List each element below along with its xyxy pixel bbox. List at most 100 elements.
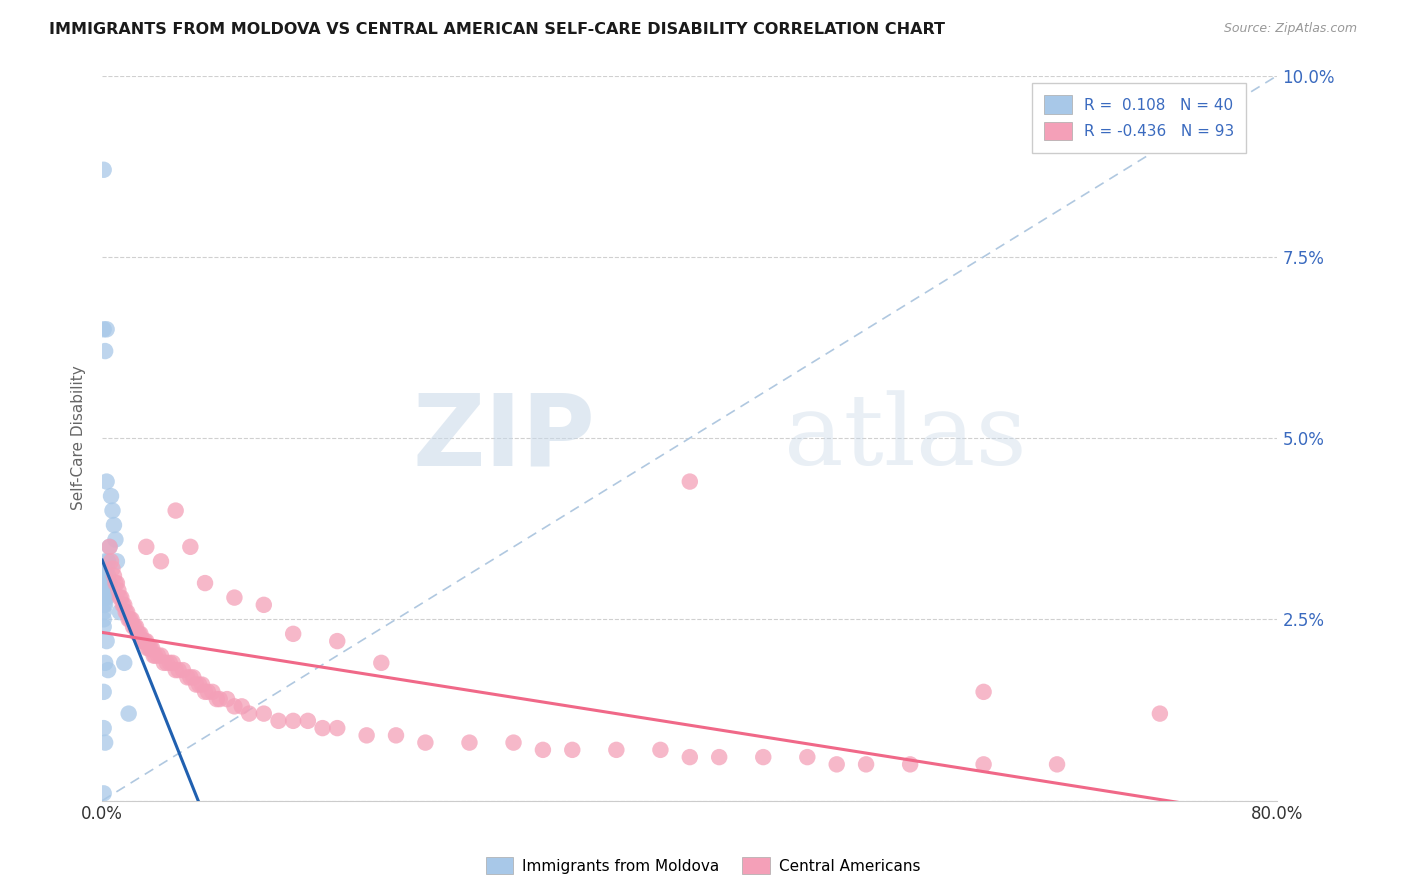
Point [98, 576, 121, 591]
Point [283, 714, 305, 728]
Point [101, 561, 124, 575]
Point [110, 591, 132, 605]
Point [181, 670, 204, 684]
Point [107, 583, 129, 598]
Point [201, 685, 224, 699]
Point [326, 634, 349, 648]
Point [111, 598, 134, 612]
Point [128, 627, 150, 641]
Point [267, 714, 290, 728]
Point [122, 619, 145, 633]
Point [94, 656, 117, 670]
Point [297, 714, 319, 728]
Point [121, 612, 143, 626]
Point [112, 656, 135, 670]
Point [94, 736, 117, 750]
Point [93, 322, 115, 336]
Point [146, 648, 169, 663]
Point [93, 605, 115, 619]
Point [93, 721, 115, 735]
Point [131, 634, 153, 648]
Point [100, 554, 122, 568]
Point [561, 743, 583, 757]
Text: IMMIGRANTS FROM MOLDOVA VS CENTRAL AMERICAN SELF-CARE DISABILITY CORRELATION CHA: IMMIGRANTS FROM MOLDOVA VS CENTRAL AMERI… [49, 22, 945, 37]
Point [96, 475, 118, 489]
Point [105, 576, 128, 591]
Point [96, 634, 118, 648]
Point [167, 663, 190, 677]
Point [94, 554, 117, 568]
Point [172, 663, 194, 677]
Point [224, 591, 246, 605]
Point [118, 706, 141, 721]
Point [135, 634, 157, 648]
Point [114, 605, 136, 619]
Point [105, 554, 128, 568]
Point [1046, 757, 1069, 772]
Point [179, 540, 201, 554]
Point [283, 627, 305, 641]
Point [132, 634, 155, 648]
Point [159, 656, 181, 670]
Point [127, 627, 149, 641]
Point [93, 162, 115, 177]
Point [179, 670, 201, 684]
Point [141, 641, 163, 656]
Point [143, 648, 166, 663]
Point [93, 598, 115, 612]
Point [370, 656, 392, 670]
Point [796, 750, 818, 764]
Point [385, 728, 408, 742]
Point [825, 757, 848, 772]
Point [156, 656, 179, 670]
Point [415, 736, 437, 750]
Point [93, 583, 115, 598]
Point [93, 619, 115, 633]
Point [162, 656, 184, 670]
Point [97, 569, 120, 583]
Point [142, 648, 165, 663]
Point [120, 612, 142, 626]
Point [194, 685, 217, 699]
Point [98, 540, 121, 554]
Y-axis label: Self-Care Disability: Self-Care Disability [72, 366, 86, 510]
Point [103, 569, 125, 583]
Point [311, 721, 333, 735]
Point [176, 670, 198, 684]
Point [134, 634, 156, 648]
Point [326, 721, 349, 735]
Point [139, 641, 162, 656]
Point [93, 786, 115, 800]
Point [186, 677, 208, 691]
Point [191, 677, 214, 691]
Point [96, 576, 118, 591]
Legend: R =  0.108   N = 40, R = -0.436   N = 93: R = 0.108 N = 40, R = -0.436 N = 93 [1032, 83, 1246, 153]
Point [531, 743, 554, 757]
Point [94, 598, 117, 612]
Point [752, 750, 775, 764]
Point [124, 619, 146, 633]
Point [96, 591, 118, 605]
Point [194, 576, 217, 591]
Point [679, 475, 702, 489]
Point [97, 554, 120, 568]
Point [115, 605, 138, 619]
Point [679, 750, 702, 764]
Point [973, 757, 995, 772]
Point [149, 554, 172, 568]
Point [1149, 706, 1171, 721]
Point [94, 591, 117, 605]
Point [898, 757, 921, 772]
Point [217, 692, 239, 706]
Point [129, 627, 152, 641]
Point [96, 561, 118, 575]
Point [93, 685, 115, 699]
Point [118, 612, 141, 626]
Point [100, 489, 122, 503]
Point [205, 692, 228, 706]
Point [96, 322, 118, 336]
Point [94, 576, 117, 591]
Point [135, 540, 157, 554]
Point [93, 576, 115, 591]
Point [165, 663, 187, 677]
